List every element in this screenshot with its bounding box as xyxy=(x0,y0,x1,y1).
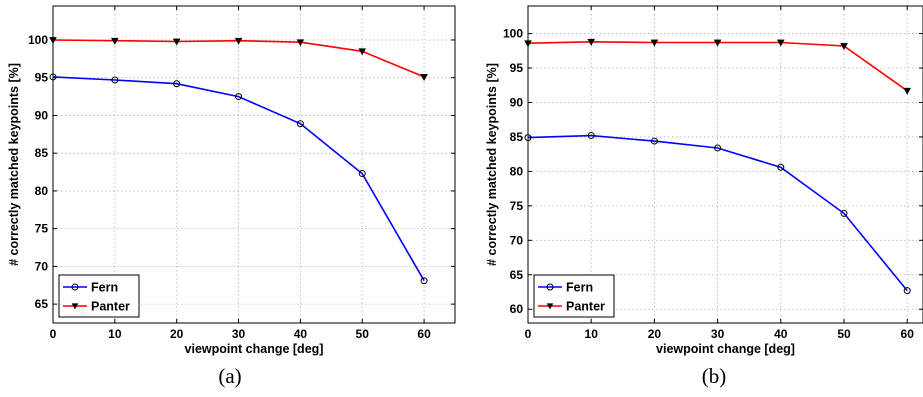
panel-b-xtick-label: 40 xyxy=(774,327,788,341)
panel-b-ytick-label: 95 xyxy=(510,61,524,75)
panel-b-ytick-label: 100 xyxy=(503,27,523,41)
panel-a-legend-fern-label: Fern xyxy=(91,281,118,295)
panel-a-ytick-label: 85 xyxy=(35,146,49,160)
panel-b-xtick-label: 10 xyxy=(585,327,599,341)
panel-b-ytick-label: 65 xyxy=(510,268,524,282)
panel-a-ylabel: # correctly matched keypoints [%] xyxy=(7,63,21,266)
panel-a-ytick-label: 95 xyxy=(35,71,49,85)
panel-b-ylabel: # correctly matched keypoints [%] xyxy=(485,63,499,266)
panel-b-xtick-label: 20 xyxy=(648,327,662,341)
panel-b-xtick-label: 0 xyxy=(525,327,532,341)
panel-a-ytick-label: 65 xyxy=(35,297,49,311)
panel-b-ytick-label: 80 xyxy=(510,164,524,178)
panel-a-xtick-label: 50 xyxy=(356,327,370,341)
panel-a-ytick-label: 75 xyxy=(35,222,49,236)
panel-a-xlabel: viewpoint change [deg] xyxy=(185,342,324,356)
panel-b-legend: Fern Panter xyxy=(534,275,614,317)
panel-b-xtick-label: 30 xyxy=(711,327,725,341)
panel-b-caption: (b) xyxy=(702,364,727,388)
panel-a-xtick-label: 0 xyxy=(50,327,57,341)
panel-a-xtick-label: 30 xyxy=(232,327,246,341)
panel-b-ytick-label: 75 xyxy=(510,199,524,213)
panel-a: 0 10 20 30 40 50 60 65 70 75 80 85 90 95 100 viewpoint … xyxy=(7,6,455,388)
panel-b-ytick-label: 85 xyxy=(510,130,524,144)
panel-a-ytick-label: 100 xyxy=(28,33,48,47)
panel-b-xtick-label: 60 xyxy=(901,327,915,341)
panel-b-legend-fern-label: Fern xyxy=(566,281,593,295)
panel-a-legend: Fern Panter xyxy=(59,275,139,317)
panel-a-ytick-label: 90 xyxy=(35,108,49,122)
panel-b-ytick-label: 90 xyxy=(510,95,524,109)
panel-b: 0 10 20 30 40 50 60 60 65 70 75 80 85 90 95 100 viewpoin… xyxy=(485,6,923,388)
panel-b-ytick-label: 60 xyxy=(510,302,524,316)
panel-a-xtick-label: 10 xyxy=(108,327,122,341)
panel-a-xtick-label: 40 xyxy=(294,327,308,341)
panel-b-ytick-label: 70 xyxy=(510,233,524,247)
panel-a-ytick-label: 80 xyxy=(35,184,49,198)
panel-b-legend-panter-label: Panter xyxy=(566,300,605,314)
panel-b-xlabel: viewpoint change [deg] xyxy=(656,342,795,356)
panel-a-xtick-label: 20 xyxy=(170,327,184,341)
panel-a-legend-panter-label: Panter xyxy=(91,300,130,314)
panel-b-xtick-label: 50 xyxy=(837,327,851,341)
panel-a-ytick-label: 70 xyxy=(35,259,49,273)
panel-a-xtick-label: 60 xyxy=(417,327,431,341)
panel-a-caption: (a) xyxy=(218,364,241,388)
